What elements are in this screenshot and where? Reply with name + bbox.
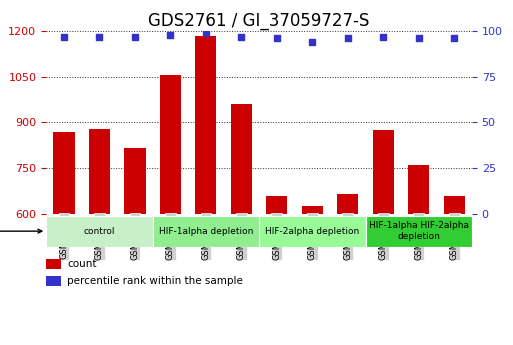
Point [237,34,245,39]
FancyBboxPatch shape [153,216,259,247]
Point [131,34,139,39]
Text: GSM71662: GSM71662 [166,214,175,259]
Bar [302,206,323,345]
Bar [89,129,110,345]
FancyBboxPatch shape [365,216,472,247]
Bar [266,196,287,345]
Point [415,36,423,41]
Text: percentile rank within the sample: percentile rank within the sample [68,276,243,286]
Text: GSM71669: GSM71669 [414,214,423,259]
Bar [372,130,394,345]
FancyBboxPatch shape [46,216,153,247]
Bar [124,148,146,345]
Bar [337,194,359,345]
Text: protocol: protocol [0,226,42,236]
Text: GSM71667: GSM71667 [343,214,352,260]
Point [450,36,458,41]
Point [344,36,352,41]
Bar [195,36,216,345]
Text: GSM71665: GSM71665 [272,214,281,259]
Bar [160,75,181,345]
Text: HIF-1alpha HIF-2alpha
depletion: HIF-1alpha HIF-2alpha depletion [369,221,469,241]
Bar [444,196,465,345]
Text: GSM71668: GSM71668 [379,214,388,260]
Text: control: control [84,227,115,236]
Bar [46,276,61,286]
Bar [46,259,61,269]
Bar [53,132,74,345]
Point [273,36,281,41]
Text: count: count [68,259,97,269]
Text: GSM71659: GSM71659 [60,214,68,259]
Text: HIF-2alpha depletion: HIF-2alpha depletion [265,227,360,236]
Bar [408,165,429,345]
Text: GSM71660: GSM71660 [95,214,104,259]
Point [379,34,387,39]
Point [60,34,68,39]
FancyBboxPatch shape [259,216,365,247]
Text: GSM71664: GSM71664 [237,214,246,259]
Text: GSM71666: GSM71666 [308,214,317,260]
Point [308,39,317,45]
Point [202,30,210,36]
Text: GSM71670: GSM71670 [450,214,459,259]
Bar [231,104,252,345]
Title: GDS2761 / GI_37059727-S: GDS2761 / GI_37059727-S [148,12,370,30]
Text: HIF-1alpha depletion: HIF-1alpha depletion [159,227,253,236]
Text: GSM71663: GSM71663 [201,214,210,260]
Point [166,32,174,38]
Point [95,34,104,39]
Text: GSM71661: GSM71661 [130,214,140,259]
